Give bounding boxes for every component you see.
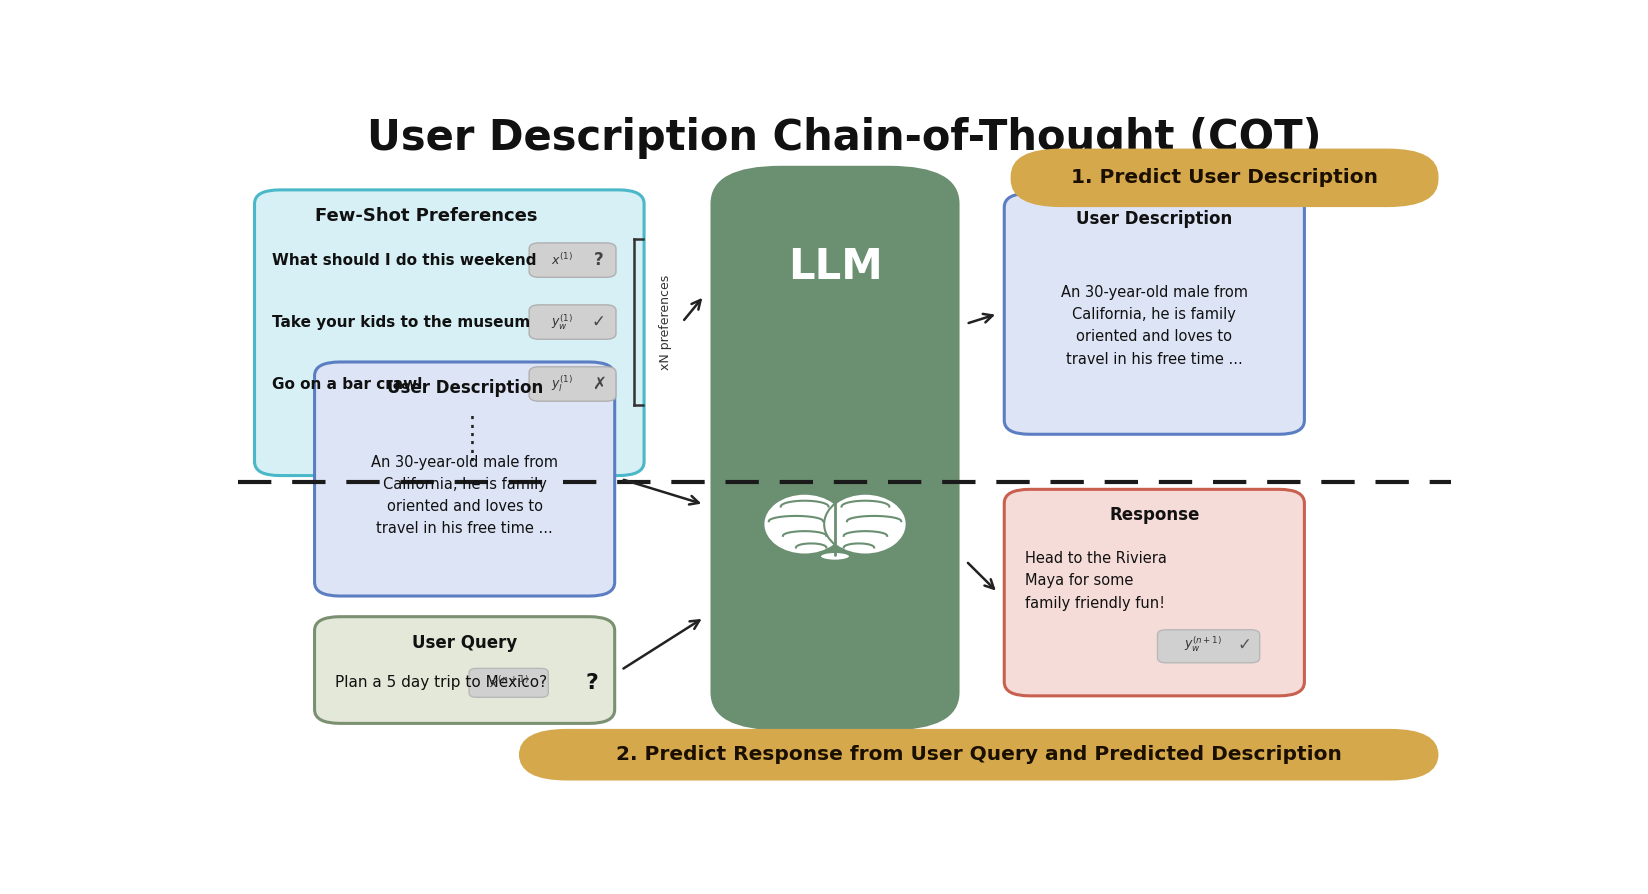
Text: Few-Shot Preferences: Few-Shot Preferences (315, 207, 537, 225)
FancyBboxPatch shape (519, 729, 1439, 780)
Text: Head to the Riviera
Maya for some
family friendly fun!: Head to the Riviera Maya for some family… (1025, 552, 1167, 611)
Text: User Query: User Query (412, 634, 517, 652)
Text: LLM: LLM (788, 247, 882, 289)
FancyBboxPatch shape (254, 190, 644, 476)
FancyBboxPatch shape (529, 367, 616, 401)
Text: $x^{(1)}$: $x^{(1)}$ (550, 252, 574, 268)
FancyBboxPatch shape (315, 362, 615, 596)
Text: User Description Chain-of-Thought (COT): User Description Chain-of-Thought (COT) (368, 117, 1322, 159)
Text: Go on a bar crawl: Go on a bar crawl (272, 376, 424, 392)
Text: ✓: ✓ (1238, 636, 1251, 654)
FancyBboxPatch shape (315, 617, 615, 723)
Text: Take your kids to the museum: Take your kids to the museum (272, 315, 531, 330)
Text: Response: Response (1109, 507, 1200, 525)
FancyBboxPatch shape (1004, 193, 1305, 434)
FancyBboxPatch shape (470, 669, 549, 697)
Text: $y_l^{(1)}$: $y_l^{(1)}$ (550, 374, 574, 394)
FancyBboxPatch shape (1010, 148, 1439, 207)
Text: ?: ? (585, 673, 598, 693)
Text: ✗: ✗ (592, 375, 605, 393)
FancyBboxPatch shape (529, 243, 616, 277)
Ellipse shape (819, 552, 850, 561)
Text: ?: ? (593, 251, 603, 269)
Ellipse shape (824, 493, 906, 554)
Text: ⋮: ⋮ (460, 440, 485, 463)
Text: Plan a 5 day trip to Mexico?: Plan a 5 day trip to Mexico? (335, 675, 547, 690)
Text: An 30-year-old male from
California, he is family
oriented and loves to
travel i: An 30-year-old male from California, he … (371, 454, 559, 536)
Text: ✓: ✓ (592, 313, 605, 331)
Text: $y_w^{(n+1)}$: $y_w^{(n+1)}$ (1185, 635, 1223, 654)
Text: An 30-year-old male from
California, he is family
oriented and loves to
travel i: An 30-year-old male from California, he … (1061, 285, 1248, 367)
Text: ⋮: ⋮ (460, 416, 485, 439)
Text: $x^{(n+1)}$: $x^{(n+1)}$ (488, 675, 529, 691)
FancyBboxPatch shape (1004, 489, 1305, 696)
FancyBboxPatch shape (710, 165, 959, 730)
Text: 1. Predict User Description: 1. Predict User Description (1071, 168, 1378, 188)
Text: 2. Predict Response from User Query and Predicted Description: 2. Predict Response from User Query and … (616, 746, 1341, 764)
Text: User Description: User Description (387, 379, 542, 397)
Text: $y_w^{(1)}$: $y_w^{(1)}$ (550, 312, 574, 332)
Text: What should I do this weekend: What should I do this weekend (272, 253, 537, 267)
FancyBboxPatch shape (529, 305, 616, 339)
Ellipse shape (763, 493, 845, 554)
Text: User Description: User Description (1076, 210, 1233, 229)
FancyBboxPatch shape (1157, 629, 1259, 662)
Text: xN preferences: xN preferences (659, 274, 672, 370)
